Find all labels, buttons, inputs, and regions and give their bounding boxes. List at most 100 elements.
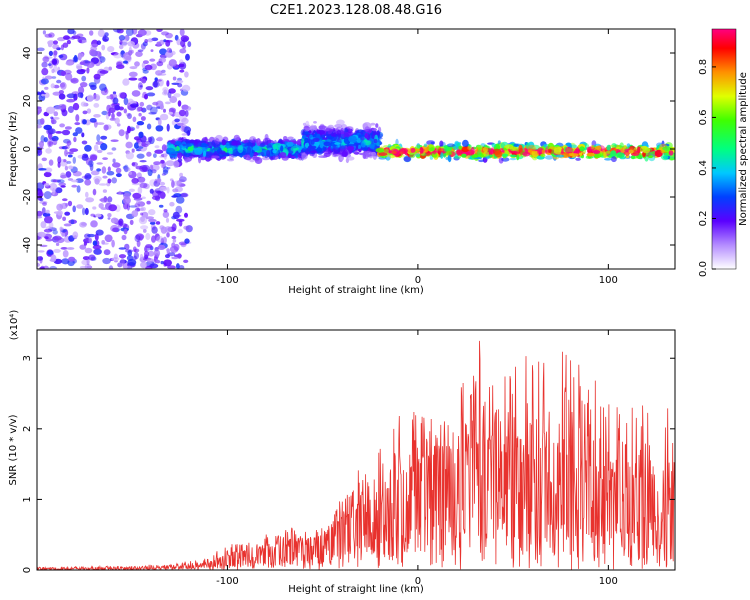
- spectrogram-cell: [540, 153, 546, 157]
- spectrogram-cell: [211, 155, 220, 159]
- snr-xtick-label: 0: [415, 576, 421, 587]
- spectrogram-cell: [307, 145, 317, 149]
- spectrogram-cell: [526, 142, 530, 150]
- spectrogram-cell: [79, 244, 87, 250]
- spectrogram-cell: [430, 141, 435, 145]
- spectrogram-cell: [302, 135, 307, 139]
- spectrogram-cell: [89, 49, 96, 56]
- spectrogram-cell: [88, 254, 96, 261]
- spectrogram-cell: [77, 92, 84, 98]
- spectrogram-cell: [37, 146, 41, 154]
- spectrogram-cell: [219, 150, 226, 155]
- spectrogram-cell: [68, 165, 74, 170]
- spectrogram-cell: [102, 257, 111, 265]
- colorbar-gradient: [711, 28, 737, 270]
- spectrogram-cell: [58, 103, 67, 109]
- spectrogram-cell: [41, 157, 47, 162]
- spectrogram-cell: [128, 171, 133, 175]
- spectrogram-cell: [108, 265, 114, 269]
- snr-ytick-label: 3: [22, 355, 33, 361]
- spectrogram-cell: [134, 61, 140, 67]
- spectrogram-cell: [92, 240, 98, 246]
- spectrogram-cell: [166, 47, 172, 53]
- spectrogram-cell: [160, 159, 165, 164]
- spectrogram-cell: [478, 159, 484, 163]
- spectrogram-cell: [167, 265, 176, 269]
- spectrogram-cell: [127, 113, 132, 120]
- spectrogram-cell: [116, 173, 122, 178]
- spectrogram-cell: [133, 136, 142, 141]
- spectrogram-cell: [86, 94, 94, 103]
- spectrogram-cell: [50, 138, 57, 141]
- spectrogram-cell: [127, 102, 131, 110]
- spectrogram-cell: [145, 244, 153, 249]
- spectrogram-cell: [147, 169, 153, 177]
- spectrogram-cell: [144, 93, 148, 100]
- spectrogram-cell: [153, 153, 157, 159]
- spectrogram-cell: [100, 197, 109, 203]
- spectrogram-cell: [205, 151, 212, 159]
- colorbar-tick-label: 0.0: [698, 261, 709, 277]
- spectrogram-cell: [78, 53, 84, 58]
- spectrogram-cell: [61, 146, 68, 150]
- spectrogram-cell: [159, 186, 168, 192]
- spectrogram-cell: [65, 171, 72, 178]
- spectrogram-cell: [95, 213, 102, 218]
- spectrogram-cell: [171, 180, 175, 188]
- spectrogram-cell: [494, 150, 503, 158]
- spectrogram-cell: [37, 215, 43, 219]
- snr-xtick-label: -100: [216, 576, 239, 587]
- spectrogram-cell: [141, 211, 149, 218]
- spectrogram-cell: [138, 112, 142, 117]
- spectrogram-cell: [137, 176, 146, 183]
- spectrogram-cell: [316, 129, 325, 135]
- spectrogram-cell: [166, 147, 175, 154]
- spectrogram-cell: [41, 93, 45, 97]
- spectrogram-cell: [187, 41, 192, 48]
- spectrogram-cell: [624, 152, 630, 155]
- spectrogram-cell: [76, 204, 84, 209]
- spectrogram-cell: [166, 186, 170, 194]
- spectrogram-cell: [140, 212, 144, 216]
- snr-line: [37, 340, 675, 570]
- spectrogram-cell: [122, 196, 131, 205]
- spectrogram-cell: [39, 140, 44, 148]
- spectrogram-cell: [128, 50, 133, 56]
- spectrogram-cell: [97, 29, 105, 37]
- colorbar-ticks: 0.0 0.2 0.4 0.6 0.8: [698, 59, 716, 277]
- spectrogram-cell: [144, 250, 150, 258]
- spectrogram-cell: [86, 67, 90, 74]
- spectrogram-cell: [242, 154, 251, 159]
- spectrogram-cell: [90, 84, 97, 90]
- spectrogram-cell: [66, 39, 71, 45]
- spectrogram-cell: [123, 167, 131, 172]
- spectrogram-cell: [125, 249, 133, 253]
- spectrogram-cell: [65, 61, 74, 66]
- spectrogram-cell: [166, 80, 170, 87]
- spectrogram-cell: [128, 77, 138, 81]
- spectrogram-cell: [136, 153, 145, 159]
- spectrogram-cell: [252, 156, 260, 161]
- spectrogram-cell: [325, 131, 329, 139]
- spectrogram-cell: [663, 155, 669, 160]
- spectrogram-xtick-label: 100: [599, 275, 618, 286]
- spectrogram-cell: [388, 150, 392, 154]
- spectrogram-cell: [592, 149, 601, 155]
- spectrogram-cell: [462, 147, 469, 151]
- spectrogram-cell: [543, 144, 547, 148]
- spectrogram-cell: [181, 84, 191, 92]
- spectrogram-cell: [44, 92, 50, 98]
- spectrogram-cell: [179, 29, 185, 37]
- spectrogram-cell: [56, 210, 63, 216]
- spectrogram-cell: [40, 78, 49, 85]
- spectrogram-cell: [84, 247, 93, 254]
- spectrogram-cell: [68, 256, 76, 262]
- spectrogram-cell: [47, 40, 55, 46]
- spectrogram-cell: [193, 139, 202, 147]
- spectrogram-cell: [38, 168, 47, 171]
- spectrogram-cell: [554, 145, 562, 153]
- spectrogram-cell: [175, 205, 183, 214]
- spectrogram-cell: [72, 102, 80, 111]
- snr-panel: -100 0 100 0 1 2 3 Height of straight line (km…: [8, 310, 676, 595]
